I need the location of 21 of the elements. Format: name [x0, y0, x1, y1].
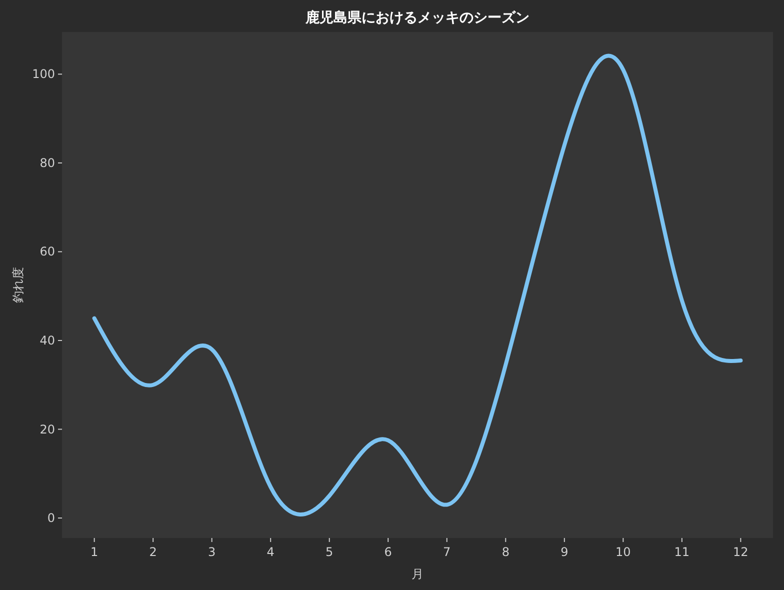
y-tick-label: 60 — [40, 244, 55, 259]
x-tick-label: 1 — [90, 545, 98, 559]
x-tick-label: 6 — [384, 545, 392, 559]
x-tick-label: 9 — [560, 545, 568, 559]
x-tick-label: 11 — [674, 545, 690, 559]
x-tick-label: 5 — [326, 545, 334, 559]
x-tick-label: 10 — [616, 545, 631, 559]
y-tick-label: 100 — [32, 67, 55, 82]
x-tick-label: 2 — [149, 545, 157, 559]
y-tick-label: 0 — [47, 511, 55, 526]
x-tick-label: 8 — [502, 545, 510, 559]
x-tick-label: 4 — [266, 545, 274, 559]
x-tick-label: 3 — [208, 545, 216, 559]
y-tick-label: 20 — [40, 422, 55, 436]
x-tick-label: 12 — [733, 545, 748, 559]
y-tick-label: 40 — [40, 333, 55, 348]
x-axis-title: 月 — [412, 567, 424, 581]
y-axis-title: 釣れ度 — [11, 267, 25, 303]
y-tick-label: 80 — [40, 156, 55, 170]
x-tick-label: 7 — [443, 545, 451, 559]
chart-title: 鹿児島県におけるメッキのシーズン — [304, 9, 530, 26]
